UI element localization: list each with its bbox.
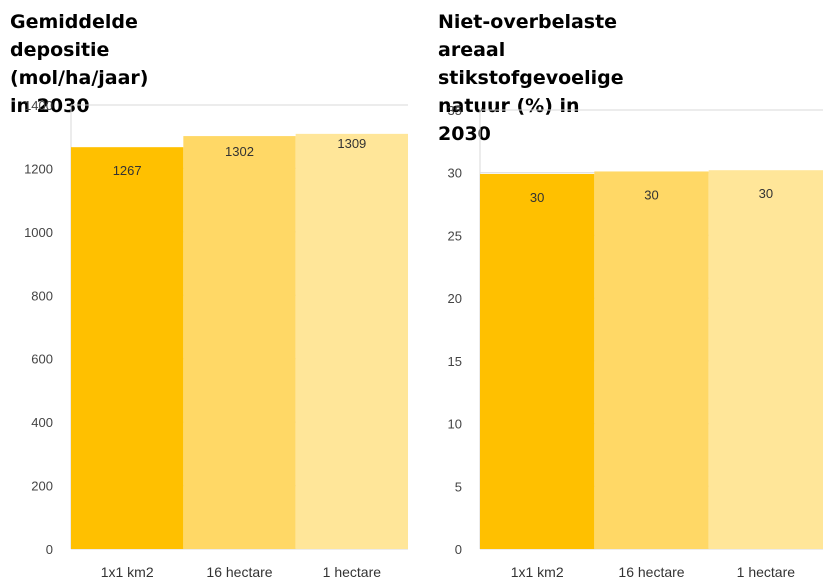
x-category-label: 1x1 km2	[101, 564, 154, 580]
chart-title: Gemiddelde depositie (mol/ha/jaar) in 20…	[10, 8, 148, 120]
y-tick-label: 20	[448, 291, 462, 306]
bar	[183, 136, 296, 549]
y-tick-label: 25	[448, 228, 462, 243]
x-category-label: 1 hectare	[737, 564, 796, 580]
data-label: 30	[759, 186, 773, 201]
bar	[708, 170, 823, 549]
data-label: 1309	[337, 136, 366, 151]
x-category-label: 16 hectare	[618, 564, 684, 580]
chart-title-line: 2030	[438, 123, 491, 145]
y-tick-label: 5	[455, 479, 462, 494]
y-tick-label: 1400	[24, 98, 53, 113]
y-tick-label: 400	[31, 415, 53, 430]
chart-title-line: (mol/ha/jaar) in 2030	[10, 67, 149, 117]
x-category-label: 1x1 km2	[511, 564, 564, 580]
data-label: 30	[644, 187, 658, 202]
data-label: 30	[530, 190, 544, 205]
bar-chart-deposition: 0 200 400 600 800 1000 1200 1400 1267 1x1 km2 1302…	[24, 98, 408, 580]
bar	[295, 133, 408, 550]
y-tick-label: 1200	[24, 161, 53, 176]
y-tick-label: 200	[31, 479, 53, 494]
data-label: 1302	[225, 144, 254, 159]
y-tick-label: 10	[448, 417, 462, 432]
chart-title: Niet-overbelaste areaal stikstofgevoelig…	[438, 8, 624, 148]
x-category-label: 16 hectare	[206, 564, 272, 580]
y-tick-label: 0	[455, 542, 462, 557]
y-tick-label: 1000	[24, 225, 53, 240]
chart-title-line: Gemiddelde depositie	[10, 11, 138, 61]
data-label: 1267	[113, 163, 142, 178]
x-category-label: 1 hectare	[323, 564, 382, 580]
y-tick-label: 600	[31, 352, 53, 367]
y-tick-label: 800	[31, 288, 53, 303]
chart-title-line: Niet-overbelaste areaal	[438, 11, 618, 61]
chart-title-line: stikstofgevoelige natuur (%) in	[438, 67, 624, 117]
bar	[71, 147, 184, 549]
y-tick-label: 15	[448, 354, 462, 369]
bar	[480, 173, 595, 549]
y-tick-label: 30	[448, 166, 462, 181]
bar	[594, 171, 709, 549]
y-tick-label: 35	[448, 103, 462, 118]
y-tick-label: 0	[46, 542, 53, 557]
